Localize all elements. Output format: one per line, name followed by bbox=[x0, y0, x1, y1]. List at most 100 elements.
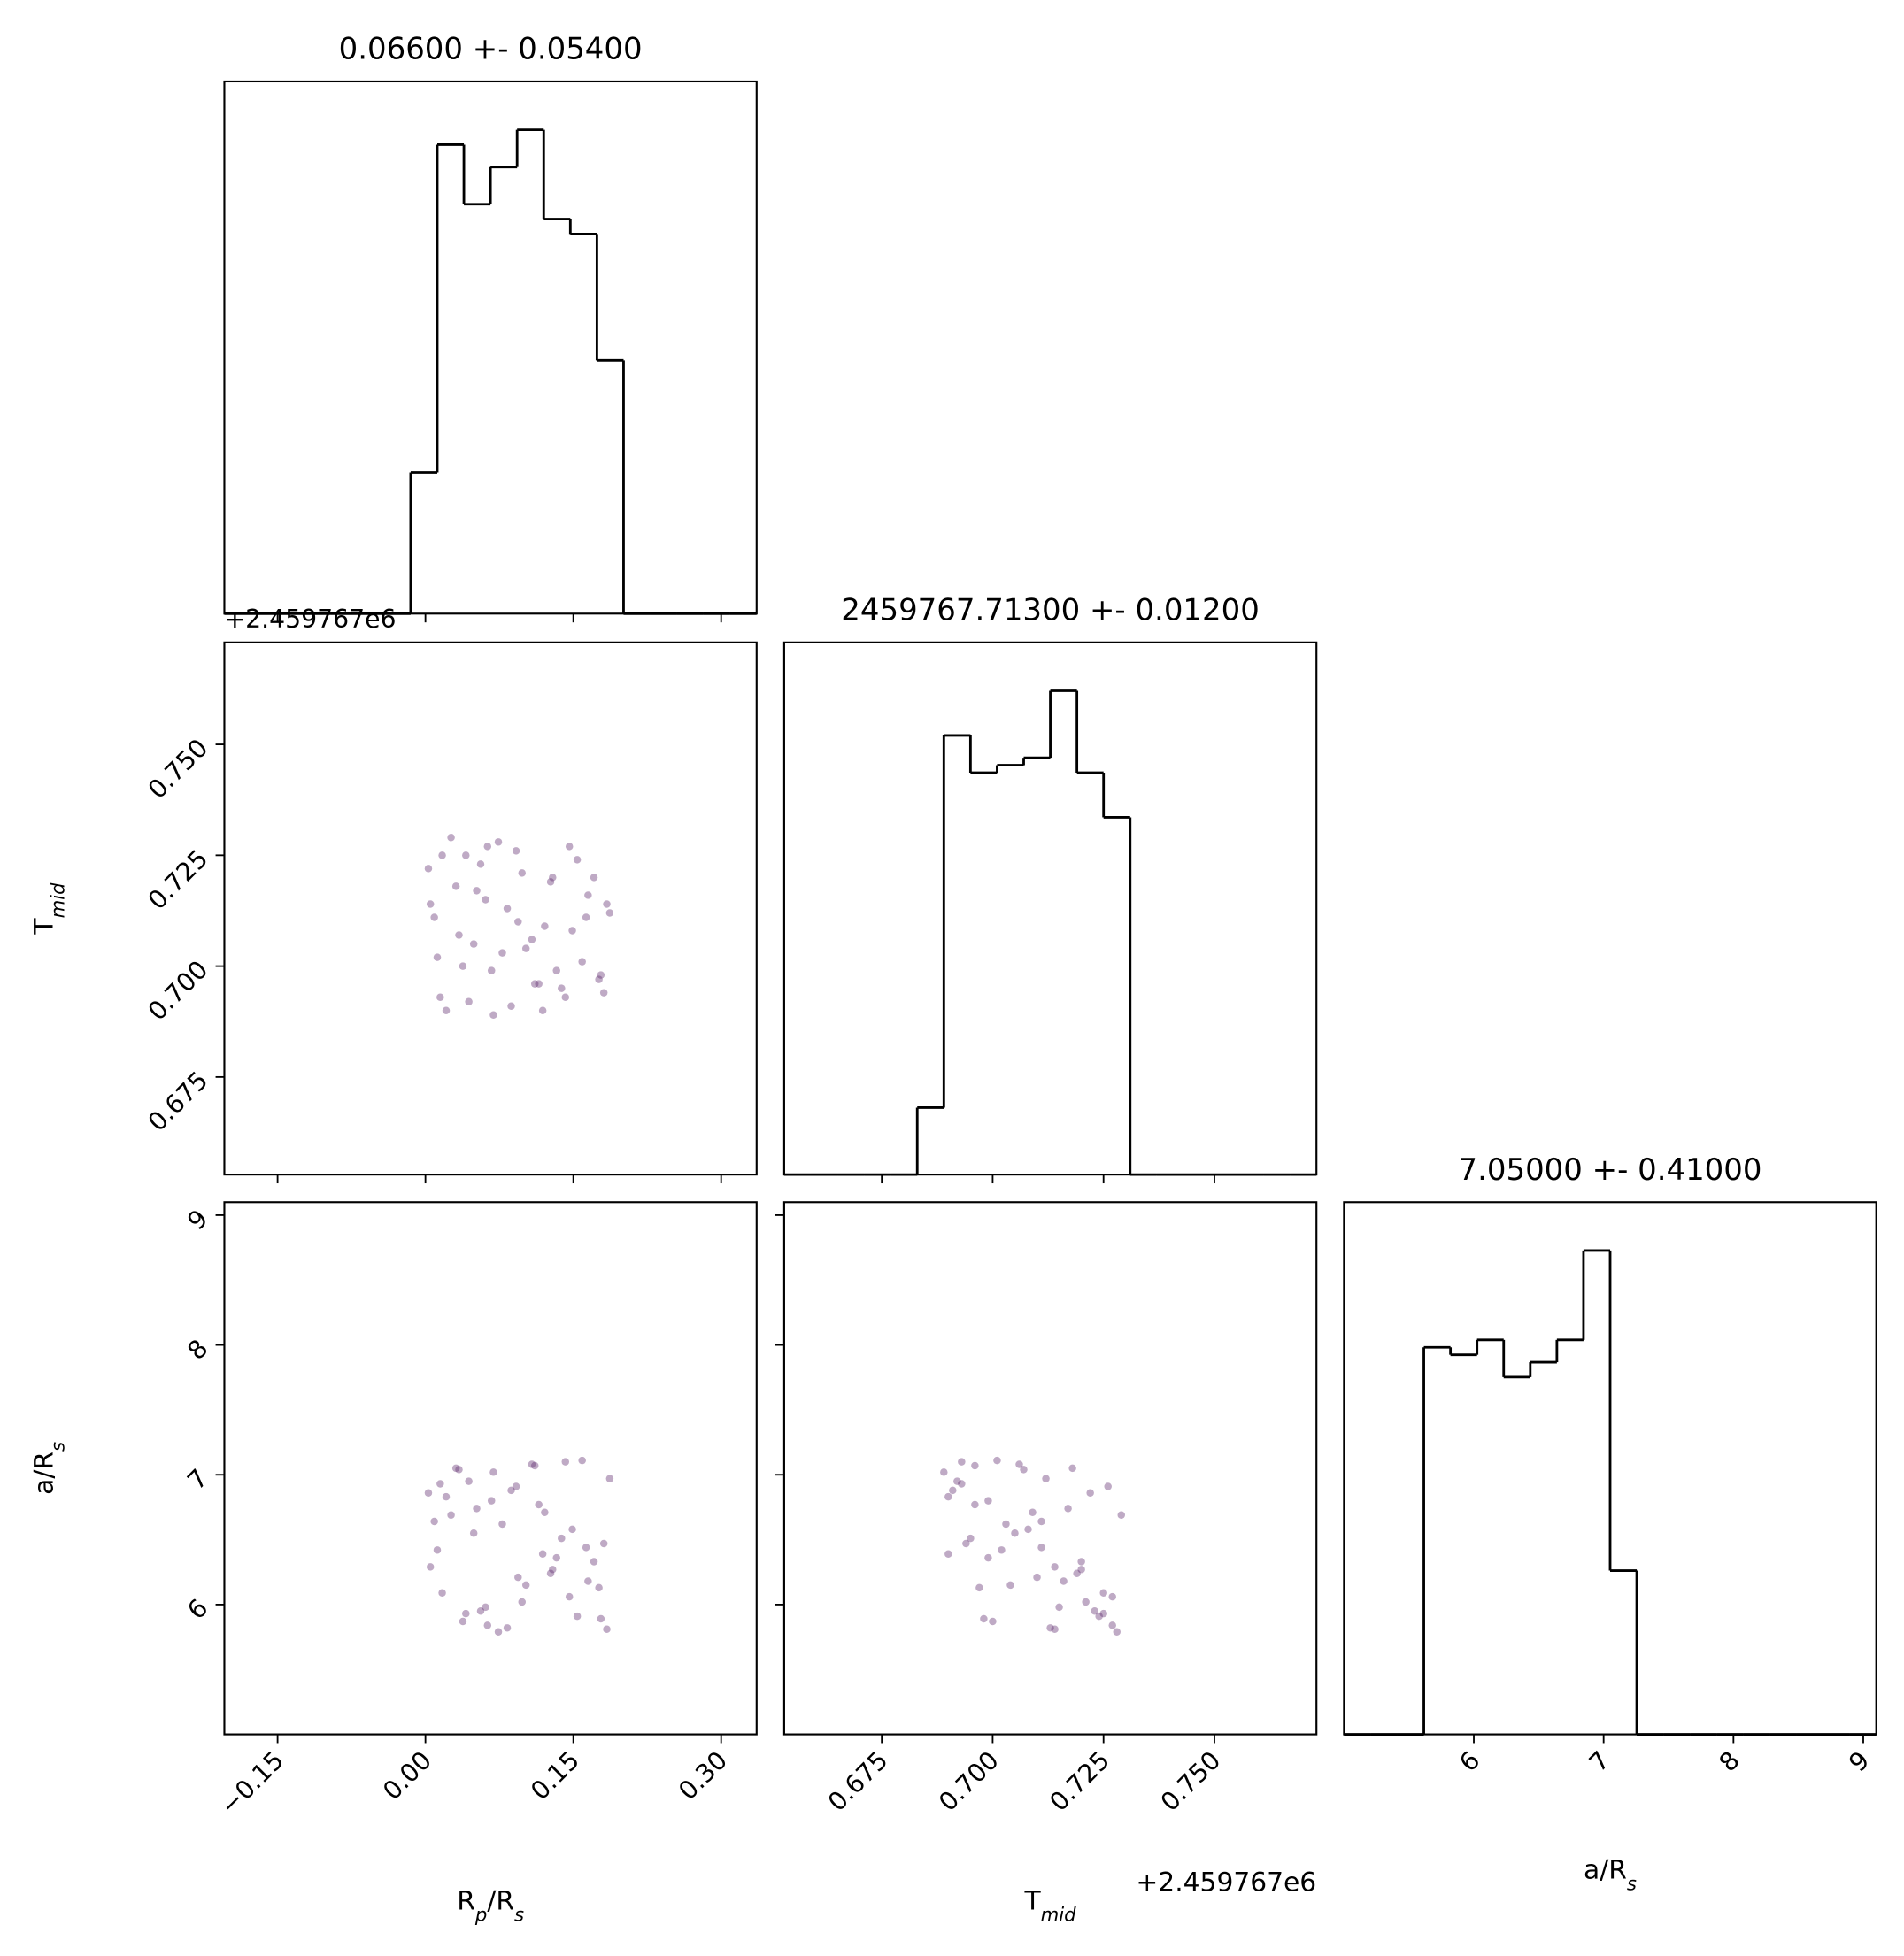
sample-point bbox=[514, 918, 522, 926]
sample-point bbox=[949, 1486, 957, 1495]
label-part: p bbox=[474, 1904, 487, 1926]
sample-point bbox=[459, 1617, 467, 1626]
sample-point bbox=[998, 1546, 1006, 1554]
sample-point bbox=[442, 1492, 451, 1501]
sample-point bbox=[1033, 1573, 1041, 1582]
sample-point bbox=[1077, 1558, 1085, 1566]
sample-point bbox=[487, 1497, 496, 1505]
sample-point bbox=[944, 1550, 952, 1558]
sample-point bbox=[459, 962, 467, 970]
sample-point bbox=[465, 1477, 473, 1485]
panel-frame bbox=[223, 1201, 758, 1736]
sample-point bbox=[521, 944, 530, 952]
x-tick-label: 8 bbox=[1714, 1745, 1746, 1777]
sample-point bbox=[465, 997, 473, 1005]
sample-point bbox=[595, 975, 603, 983]
sample-point bbox=[535, 1500, 543, 1509]
sample-point bbox=[503, 905, 512, 913]
sample-point bbox=[605, 1475, 614, 1482]
sample-point bbox=[578, 1456, 586, 1465]
sample-point bbox=[530, 980, 539, 988]
label-part: s bbox=[514, 1904, 524, 1926]
panel-frame bbox=[782, 1201, 1318, 1736]
sample-point bbox=[1117, 1511, 1125, 1519]
sample-point bbox=[438, 851, 446, 859]
sample-point bbox=[971, 1500, 979, 1509]
x-tick-label: 0.30 bbox=[673, 1745, 733, 1806]
sample-point bbox=[568, 927, 576, 935]
sample-point bbox=[528, 1460, 536, 1468]
sample-point bbox=[584, 1577, 592, 1585]
sample-point bbox=[447, 1511, 455, 1519]
sample-point bbox=[561, 993, 570, 1001]
sample-point bbox=[1046, 1624, 1054, 1632]
sample-point bbox=[597, 1614, 605, 1623]
panel-frame bbox=[223, 641, 758, 1176]
sample-point bbox=[433, 1546, 442, 1554]
x-tick-label: −0.15 bbox=[214, 1745, 289, 1821]
sample-point bbox=[1073, 1569, 1081, 1577]
x-tick-label: 0.725 bbox=[1045, 1745, 1116, 1817]
sample-point bbox=[473, 887, 481, 895]
sample-point bbox=[578, 958, 586, 966]
sample-point bbox=[1015, 1460, 1023, 1468]
sample-point bbox=[958, 1458, 966, 1466]
sample-point bbox=[1055, 1603, 1063, 1612]
sample-point bbox=[1108, 1592, 1116, 1601]
sample-point bbox=[494, 838, 503, 846]
label-part: T bbox=[1023, 1886, 1041, 1917]
sample-point bbox=[1024, 1525, 1032, 1534]
sample-point bbox=[451, 882, 460, 890]
sample-point bbox=[1037, 1517, 1045, 1526]
y-axis-label: Tmid bbox=[29, 882, 69, 936]
y-tick-label: 0.675 bbox=[143, 1066, 214, 1137]
sample-point bbox=[514, 1573, 522, 1582]
sample-point bbox=[482, 896, 489, 904]
sample-point bbox=[546, 1569, 555, 1577]
sample-point bbox=[953, 1477, 961, 1485]
panel-title: 7.05000 +- 0.41000 bbox=[1459, 1152, 1762, 1188]
y-tick-label: 0.725 bbox=[143, 844, 214, 916]
x-tick-label: 0.15 bbox=[525, 1745, 585, 1806]
sample-point bbox=[1099, 1609, 1107, 1618]
sample-point bbox=[1077, 1566, 1085, 1574]
y-tick-label: 7 bbox=[181, 1464, 213, 1496]
sample-point bbox=[1011, 1529, 1019, 1537]
sample-point bbox=[469, 940, 478, 948]
y-tick-label: 9 bbox=[181, 1204, 213, 1236]
sample-point bbox=[549, 874, 557, 882]
sample-point bbox=[451, 1464, 460, 1473]
sample-point bbox=[1020, 1466, 1028, 1474]
sample-point bbox=[975, 1583, 983, 1592]
sample-point bbox=[424, 865, 433, 873]
sample-point bbox=[573, 1612, 582, 1621]
x-tick-label: 0.00 bbox=[377, 1745, 437, 1806]
panel-frame bbox=[223, 80, 758, 615]
sample-point bbox=[1099, 1589, 1107, 1597]
sample-point bbox=[989, 1617, 997, 1626]
sample-point bbox=[940, 1468, 948, 1476]
sample-point bbox=[582, 1544, 590, 1552]
sample-point bbox=[1095, 1612, 1103, 1621]
sample-point bbox=[1051, 1563, 1059, 1571]
sample-point bbox=[518, 869, 527, 877]
sample-point bbox=[494, 1628, 503, 1636]
sample-point bbox=[597, 971, 605, 979]
sample-point bbox=[1108, 1621, 1116, 1629]
sample-point bbox=[573, 856, 582, 864]
sample-point bbox=[603, 1625, 611, 1634]
sample-point bbox=[521, 1581, 530, 1590]
sample-point bbox=[436, 1480, 444, 1488]
sample-point bbox=[538, 1550, 547, 1558]
sample-point bbox=[1051, 1625, 1059, 1634]
sample-point bbox=[430, 913, 438, 921]
sample-point bbox=[558, 984, 566, 992]
sample-point bbox=[473, 1505, 481, 1513]
sample-point bbox=[603, 900, 611, 908]
y-tick-label: 6 bbox=[181, 1593, 213, 1625]
sample-point bbox=[546, 878, 555, 886]
sample-point bbox=[447, 834, 455, 842]
sample-point bbox=[482, 1603, 489, 1612]
sample-point bbox=[599, 1539, 608, 1548]
